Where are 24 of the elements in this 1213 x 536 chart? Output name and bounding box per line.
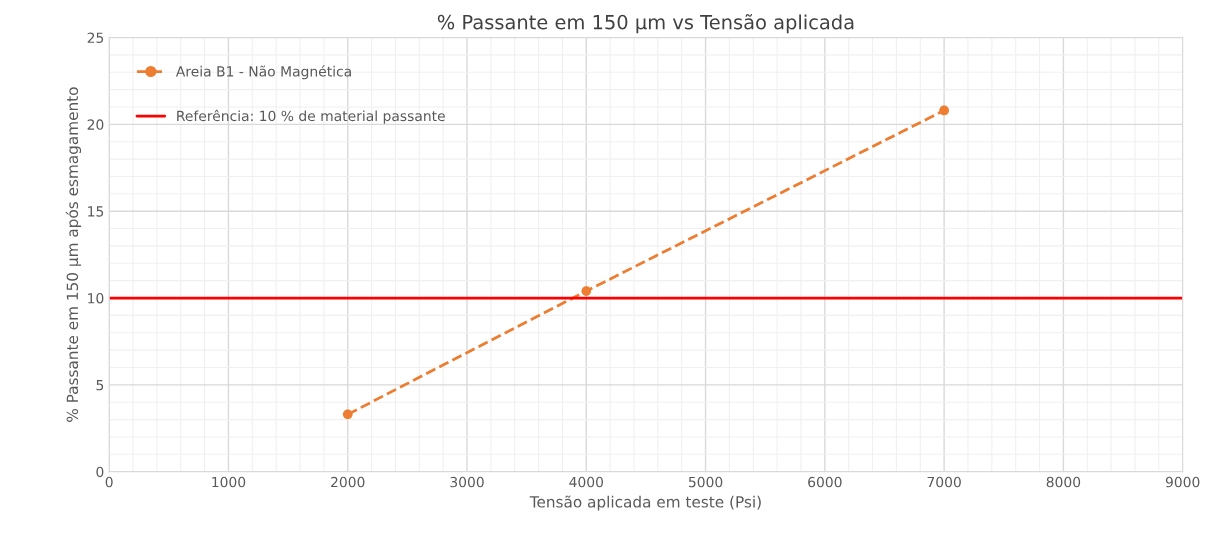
x-tick-label: 4000 xyxy=(569,476,604,488)
y-tick-label: 10 xyxy=(88,292,104,304)
point xyxy=(581,286,592,296)
x-tick-label: 2000 xyxy=(331,476,365,488)
x-tick-label: 1000 xyxy=(212,476,246,488)
x-tick-label: 3000 xyxy=(450,476,484,488)
y-tick-label: 0 xyxy=(96,466,104,478)
y-tick-label: 20 xyxy=(87,119,104,130)
y-tick-label: 15 xyxy=(88,206,104,217)
y-tick-label: 5 xyxy=(96,380,104,391)
x-tick-label: 5000 xyxy=(688,476,723,488)
x-axis-title: Tensão aplicada em teste (Psi) xyxy=(529,495,761,511)
point xyxy=(342,409,353,420)
x-tick-label: 6000 xyxy=(808,476,842,488)
legend-label: Areia B1 - Não Magnética xyxy=(175,65,351,80)
legend-label: Referência: 10 % de material passante xyxy=(177,109,445,124)
x-tick-label: 0 xyxy=(105,476,113,488)
chart-title: % Passante em 150 µm vs Tensão aplicada xyxy=(437,14,854,34)
x-tick-label: 7000 xyxy=(927,476,961,488)
x-tick-label: 9000 xyxy=(1165,476,1200,488)
y-axis-title: % Passante em 150 µm após esmagamento xyxy=(65,87,82,422)
x-tick-label: 8000 xyxy=(1046,476,1081,488)
point xyxy=(939,105,949,116)
y-tick-label: 25 xyxy=(87,32,104,43)
